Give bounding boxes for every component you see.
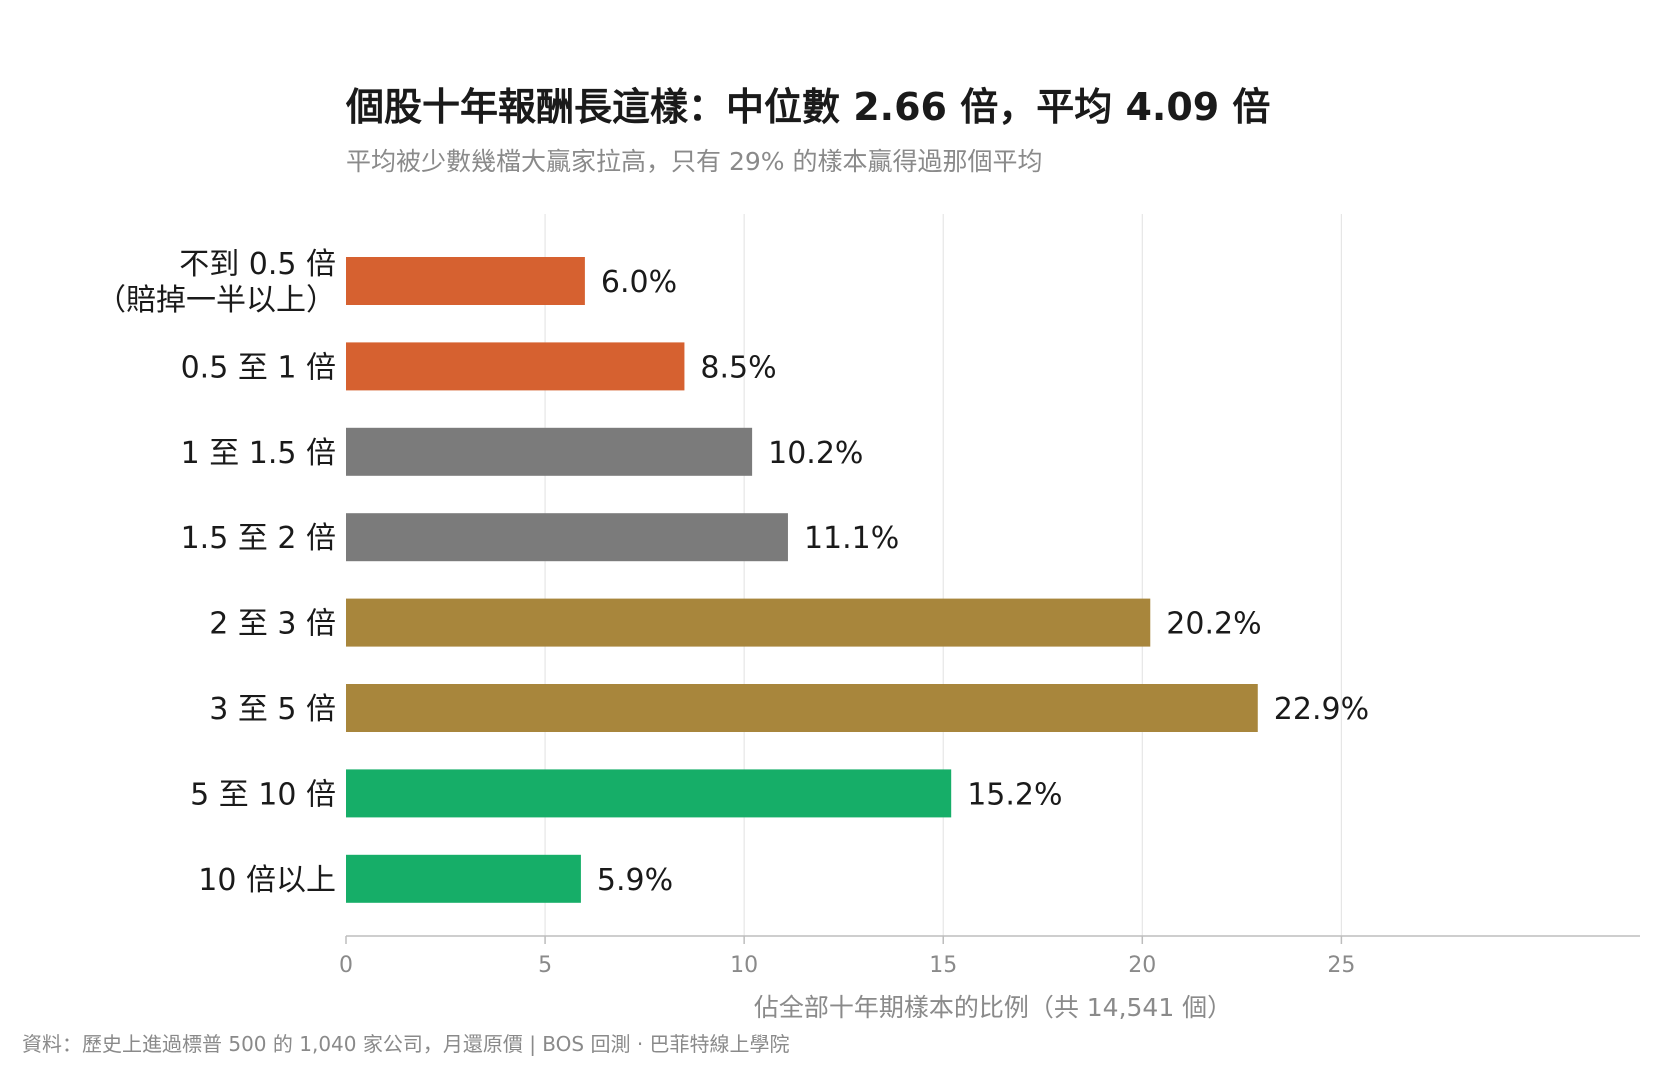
bar <box>346 257 585 305</box>
data-labels: 6.0% 8.5% 10.2% 11.1% 20.2% 22.9% 15.2% 5.9% <box>597 265 1369 898</box>
data-label: 22.9% <box>1274 692 1369 727</box>
data-label: 15.2% <box>967 777 1062 812</box>
category-label: 1.5 至 2 倍 <box>181 521 336 556</box>
bar <box>346 598 1151 647</box>
data-label: 8.5% <box>700 350 776 385</box>
data-label: 10.2% <box>768 436 863 471</box>
data-label: 6.0% <box>601 265 677 300</box>
chart-title: 個股十年報酬長這樣：中位數 2.66 倍，平均 4.09 倍 <box>346 85 1271 129</box>
category-label: 2 至 3 倍 <box>209 607 336 642</box>
bar <box>346 684 1258 732</box>
x-axis-title: 佔全部十年期樣本的比例（共 14,541 個） <box>754 993 1232 1022</box>
data-label: 5.9% <box>597 863 673 898</box>
x-tick-label: 25 <box>1327 953 1355 978</box>
category-label: （賠掉一半以上） <box>96 283 336 318</box>
bar <box>346 342 685 391</box>
x-tick-label: 0 <box>339 953 353 978</box>
x-tick-label: 15 <box>929 953 957 978</box>
category-labels: 不到 0.5 倍（賠掉一半以上） 0.5 至 1 倍 1 至 1.5 倍 1.5 至 … <box>96 247 336 898</box>
grid-lines <box>544 214 1342 936</box>
chart-subtitle: 平均被少數幾檔大贏家拉高，只有 29% 的樣本贏得過那個平均 <box>346 147 1043 176</box>
x-tick-label: 5 <box>538 953 552 978</box>
bar <box>346 427 753 476</box>
source-note: 資料：歷史上進過標普 500 的 1,040 家公司，月還原價 | BOS 回測… <box>22 1032 790 1056</box>
category-label: 不到 0.5 倍 <box>179 247 336 282</box>
bar <box>346 769 952 818</box>
category-label: 10 倍以上 <box>198 863 336 898</box>
category-label: 0.5 至 1 倍 <box>181 350 336 385</box>
category-label: 1 至 1.5 倍 <box>181 436 336 471</box>
x-tick-label: 20 <box>1128 953 1156 978</box>
category-label: 5 至 10 倍 <box>190 777 336 812</box>
data-label: 20.2% <box>1166 607 1261 642</box>
x-axis: 0 5 10 15 20 25 佔全部十年期樣本的比例（共 14,541 個） <box>339 935 1640 1022</box>
category-label: 3 至 5 倍 <box>209 692 336 727</box>
bar <box>346 854 581 903</box>
bars <box>346 257 1258 903</box>
data-label: 11.1% <box>804 521 899 556</box>
x-tick-label: 10 <box>730 953 758 978</box>
bar <box>346 513 788 562</box>
